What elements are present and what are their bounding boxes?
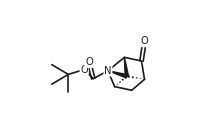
Text: O: O <box>80 65 88 75</box>
Text: O: O <box>141 36 148 46</box>
Text: O: O <box>85 57 93 67</box>
Text: N: N <box>104 66 112 76</box>
Polygon shape <box>108 71 127 78</box>
Polygon shape <box>124 57 129 76</box>
